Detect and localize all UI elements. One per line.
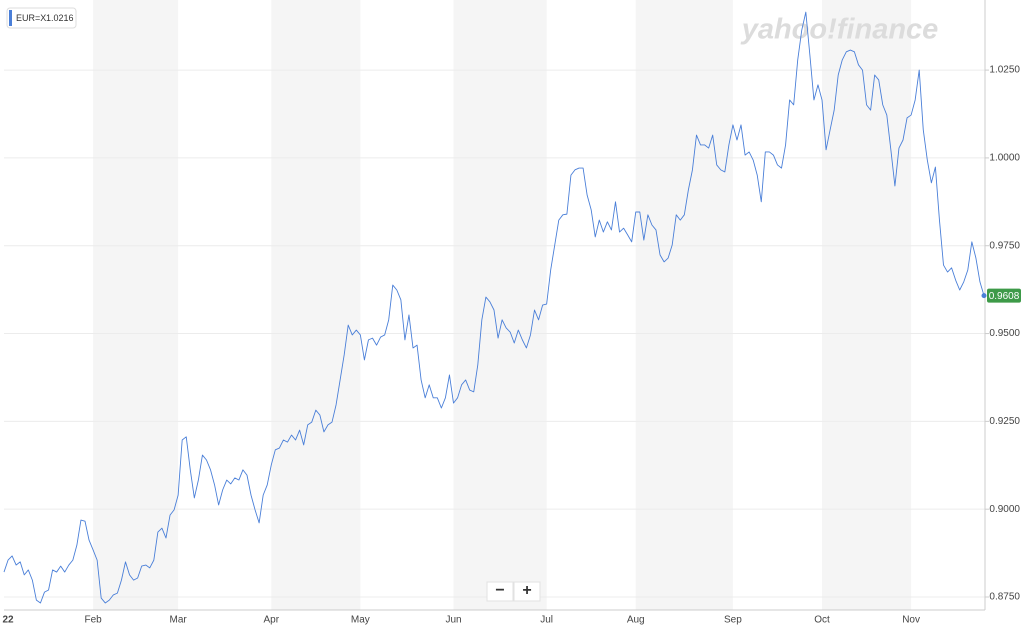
price-line (3, 11, 985, 604)
zoom-controls: − + (486, 581, 541, 602)
legend-value: 1.0216 (46, 13, 74, 23)
last-point (981, 293, 987, 299)
month-bands (93, 0, 912, 610)
month-band (453, 0, 547, 610)
month-band (93, 0, 179, 610)
x-tick-label: Mar (170, 615, 188, 626)
x-tick-label: Nov (902, 615, 920, 626)
x-tick-label: Aug (627, 615, 645, 626)
x-tick-label: Sep (724, 615, 742, 626)
y-tick-label: 0.9500 (989, 328, 1020, 339)
legend-name: EUR=X (16, 13, 46, 23)
legend-box (6, 7, 77, 29)
month-band (635, 0, 733, 610)
zoom-out-button[interactable] (486, 581, 514, 602)
y-tick-label: 1.0000 (989, 153, 1020, 164)
x-tick-label: Oct (814, 615, 830, 626)
x-tick-label: May (351, 615, 370, 626)
y-tick-label: 0.8750 (989, 592, 1020, 603)
y-tick-label: 0.9000 (989, 504, 1020, 515)
x-tick-label: Apr (263, 615, 279, 626)
zoom-in-button[interactable] (513, 581, 541, 602)
x-tick-label: Jul (540, 615, 553, 626)
x-tick-label: 22 (2, 615, 14, 626)
x-tick-label: Feb (84, 615, 102, 626)
legend: EUR=X 1.0216 (6, 7, 77, 29)
watermark: yahoo!finance (740, 14, 939, 46)
y-tick-label: 0.9250 (989, 416, 1020, 427)
month-band (822, 0, 912, 610)
month-band (271, 0, 361, 610)
y-tick-label: 0.9750 (989, 240, 1020, 251)
y-tick-label: 1.0250 (989, 65, 1020, 76)
legend-swatch (9, 10, 12, 26)
price-label: 0.9608 (989, 291, 1020, 302)
x-tick-label: Jun (445, 615, 461, 626)
price-label-box (987, 288, 1021, 303)
zoom-in-label[interactable]: + (522, 582, 531, 599)
zoom-out-label[interactable]: − (495, 582, 504, 599)
